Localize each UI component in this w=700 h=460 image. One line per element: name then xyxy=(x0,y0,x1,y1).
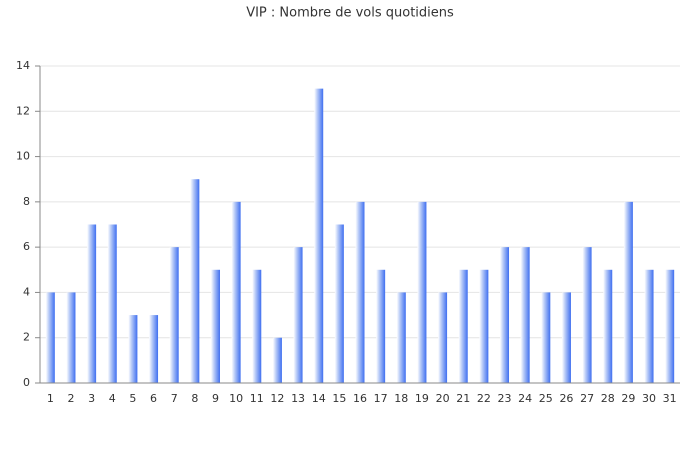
bar xyxy=(355,201,365,383)
y-tick-label: 10 xyxy=(16,150,30,163)
x-tick-label: 26 xyxy=(559,392,573,405)
bar xyxy=(149,315,159,383)
x-tick-label: 17 xyxy=(374,392,388,405)
x-tick-label: 5 xyxy=(129,392,136,405)
x-tick-label: 2 xyxy=(67,392,74,405)
bar xyxy=(541,292,551,383)
y-tick-label: 6 xyxy=(23,240,30,253)
x-tick-label: 23 xyxy=(498,392,512,405)
y-tick-label: 8 xyxy=(23,195,30,208)
bar xyxy=(582,247,592,383)
x-tick-label: 18 xyxy=(394,392,408,405)
bar xyxy=(520,247,530,383)
bar xyxy=(107,224,117,383)
y-tick-label: 2 xyxy=(23,331,30,344)
x-tick-label: 10 xyxy=(229,392,243,405)
bar xyxy=(417,201,427,383)
x-tick-label: 1 xyxy=(47,392,54,405)
bar xyxy=(66,292,76,383)
x-tick-label: 28 xyxy=(601,392,615,405)
chart-title: VIP : Nombre de vols quotidiens xyxy=(246,6,454,21)
x-tick-label: 13 xyxy=(291,392,305,405)
bar xyxy=(293,247,303,383)
bar xyxy=(458,269,468,383)
x-tick-label: 24 xyxy=(518,392,532,405)
bar xyxy=(314,88,324,384)
bar xyxy=(252,269,262,383)
bar xyxy=(396,292,406,383)
bar xyxy=(479,269,489,383)
bar xyxy=(87,224,97,383)
x-tick-label: 7 xyxy=(171,392,178,405)
x-tick-label: 12 xyxy=(270,392,284,405)
x-tick-label: 21 xyxy=(456,392,470,405)
x-tick-label: 4 xyxy=(109,392,116,405)
bar xyxy=(334,224,344,383)
bar xyxy=(190,179,200,383)
bar xyxy=(500,247,510,383)
x-tick-label: 3 xyxy=(88,392,95,405)
x-tick-label: 22 xyxy=(477,392,491,405)
x-tick-label: 9 xyxy=(212,392,219,405)
x-tick-label: 30 xyxy=(642,392,656,405)
bar xyxy=(561,292,571,383)
x-tick-label: 20 xyxy=(436,392,450,405)
bar xyxy=(169,247,179,383)
bar xyxy=(45,292,55,383)
x-tick-label: 11 xyxy=(250,392,264,405)
x-tick-label: 6 xyxy=(150,392,157,405)
y-tick-label: 12 xyxy=(16,104,30,117)
bar xyxy=(231,201,241,383)
x-tick-label: 16 xyxy=(353,392,367,405)
x-tick-label: 25 xyxy=(539,392,553,405)
bar xyxy=(603,269,613,383)
bar xyxy=(438,292,448,383)
bar xyxy=(128,315,138,383)
bar xyxy=(623,201,633,383)
x-tick-label: 29 xyxy=(621,392,635,405)
x-tick-label: 27 xyxy=(580,392,594,405)
x-tick-label: 31 xyxy=(663,392,677,405)
x-tick-label: 15 xyxy=(332,392,346,405)
bar xyxy=(644,269,654,383)
bar xyxy=(272,337,282,383)
y-tick-label: 4 xyxy=(23,285,30,298)
x-tick-label: 14 xyxy=(312,392,326,405)
bar xyxy=(665,269,675,383)
y-tick-label: 0 xyxy=(23,376,30,389)
x-tick-label: 19 xyxy=(415,392,429,405)
bar xyxy=(210,269,220,383)
x-tick-label: 8 xyxy=(191,392,198,405)
bar xyxy=(376,269,386,383)
y-tick-label: 14 xyxy=(16,59,30,72)
